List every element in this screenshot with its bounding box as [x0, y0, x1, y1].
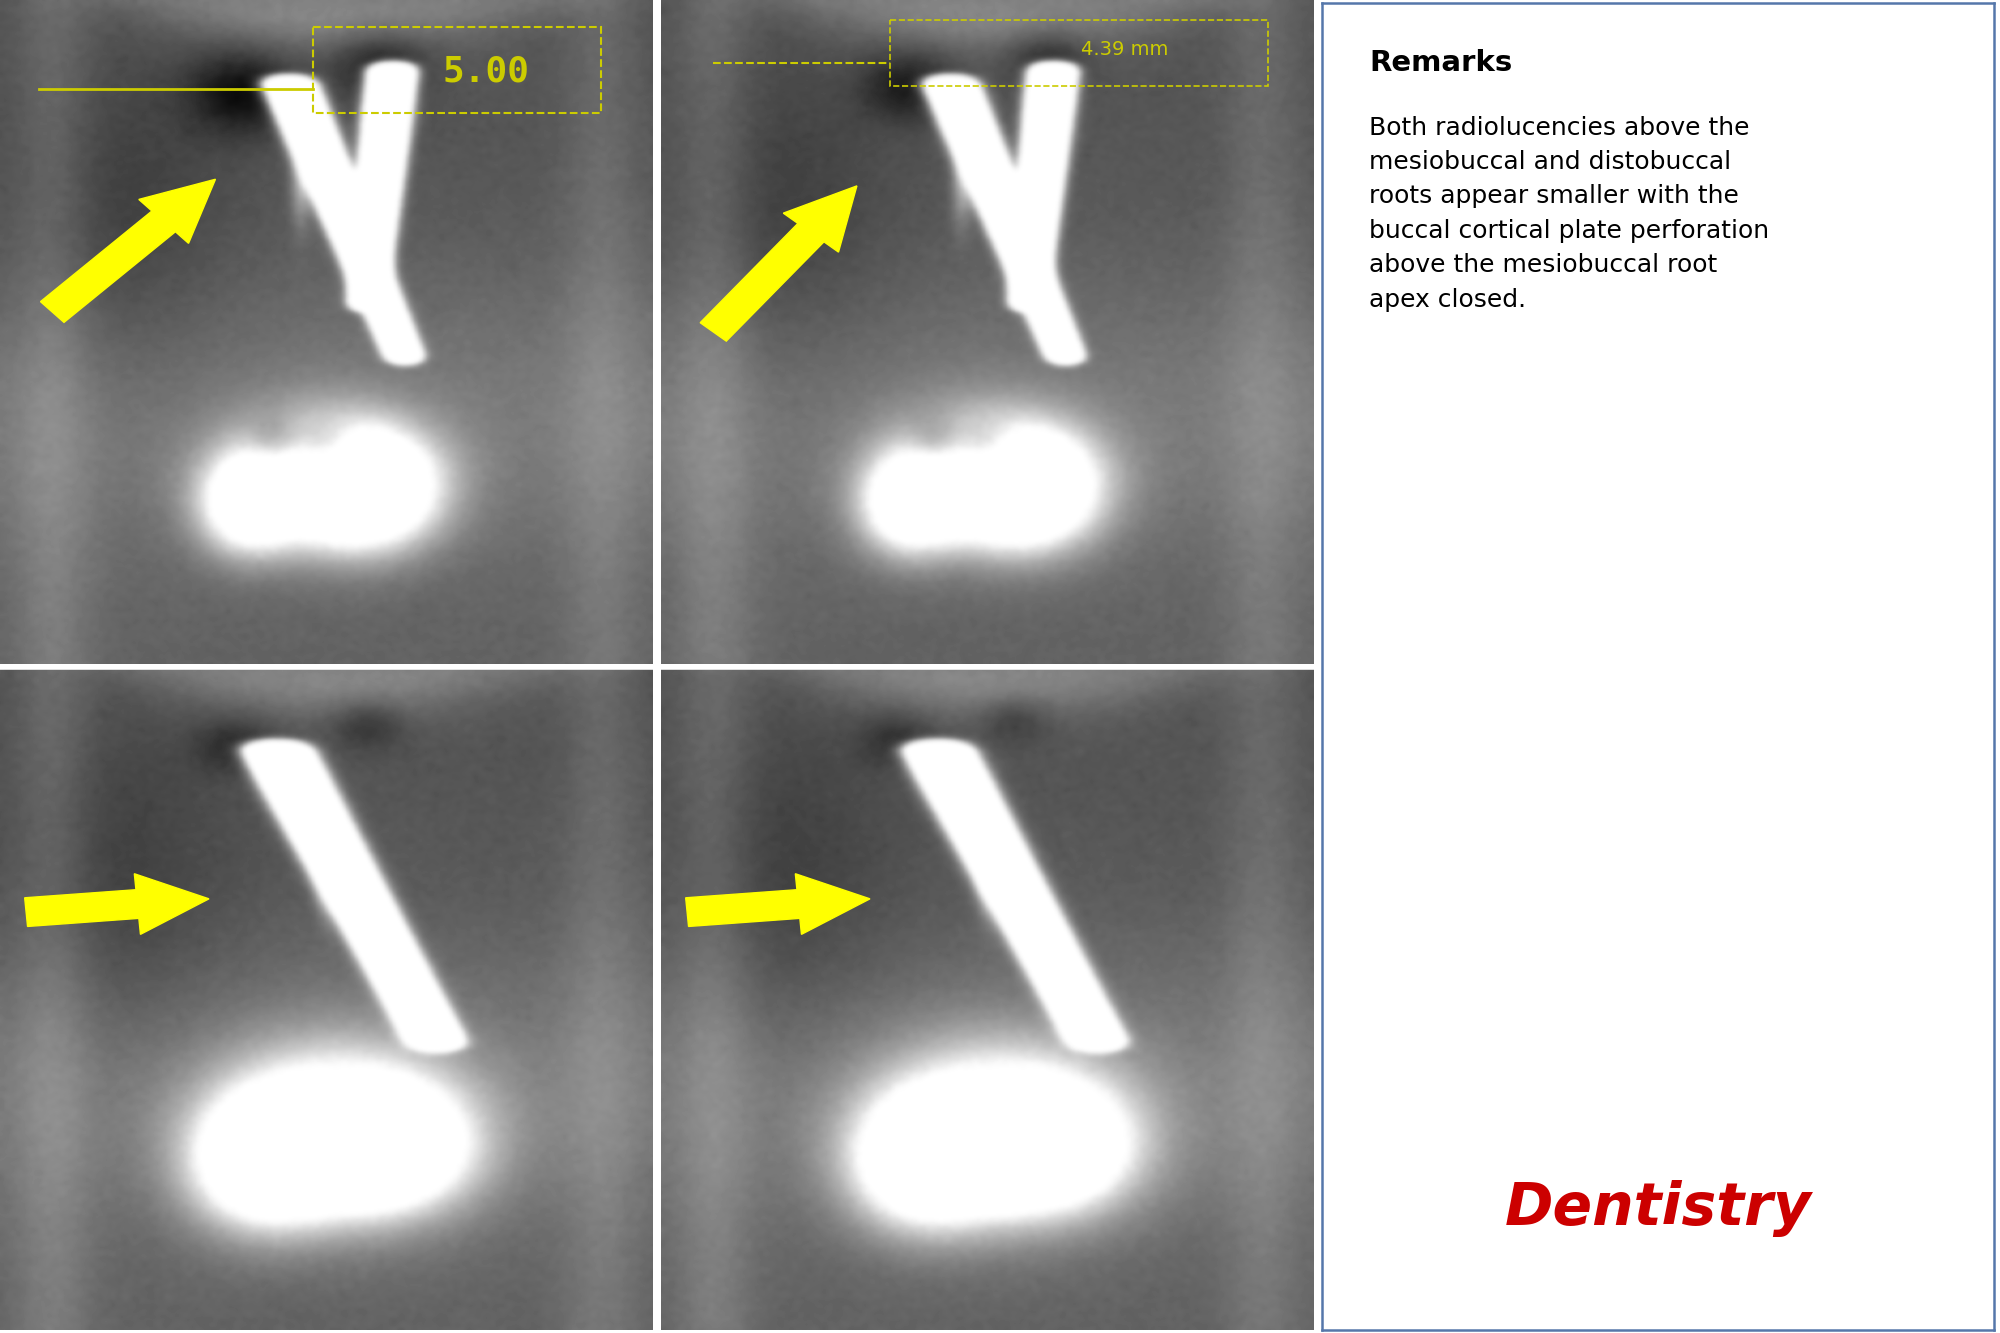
Text: 5.00: 5.00	[442, 55, 530, 88]
Bar	[890, 20, 1268, 87]
Text: Both radiolucencies above the
mesiobuccal and distobuccal
roots appear smaller w: Both radiolucencies above the mesiobucca…	[1370, 116, 1770, 312]
Text: 4.39 mm: 4.39 mm	[1080, 40, 1168, 59]
Bar	[314, 27, 600, 113]
Text: Dentistry: Dentistry	[1504, 1181, 1812, 1237]
Text: Remarks: Remarks	[1370, 49, 1512, 77]
FancyArrow shape	[686, 873, 870, 934]
FancyArrow shape	[40, 179, 216, 323]
FancyArrow shape	[700, 185, 856, 341]
FancyArrow shape	[24, 873, 208, 934]
